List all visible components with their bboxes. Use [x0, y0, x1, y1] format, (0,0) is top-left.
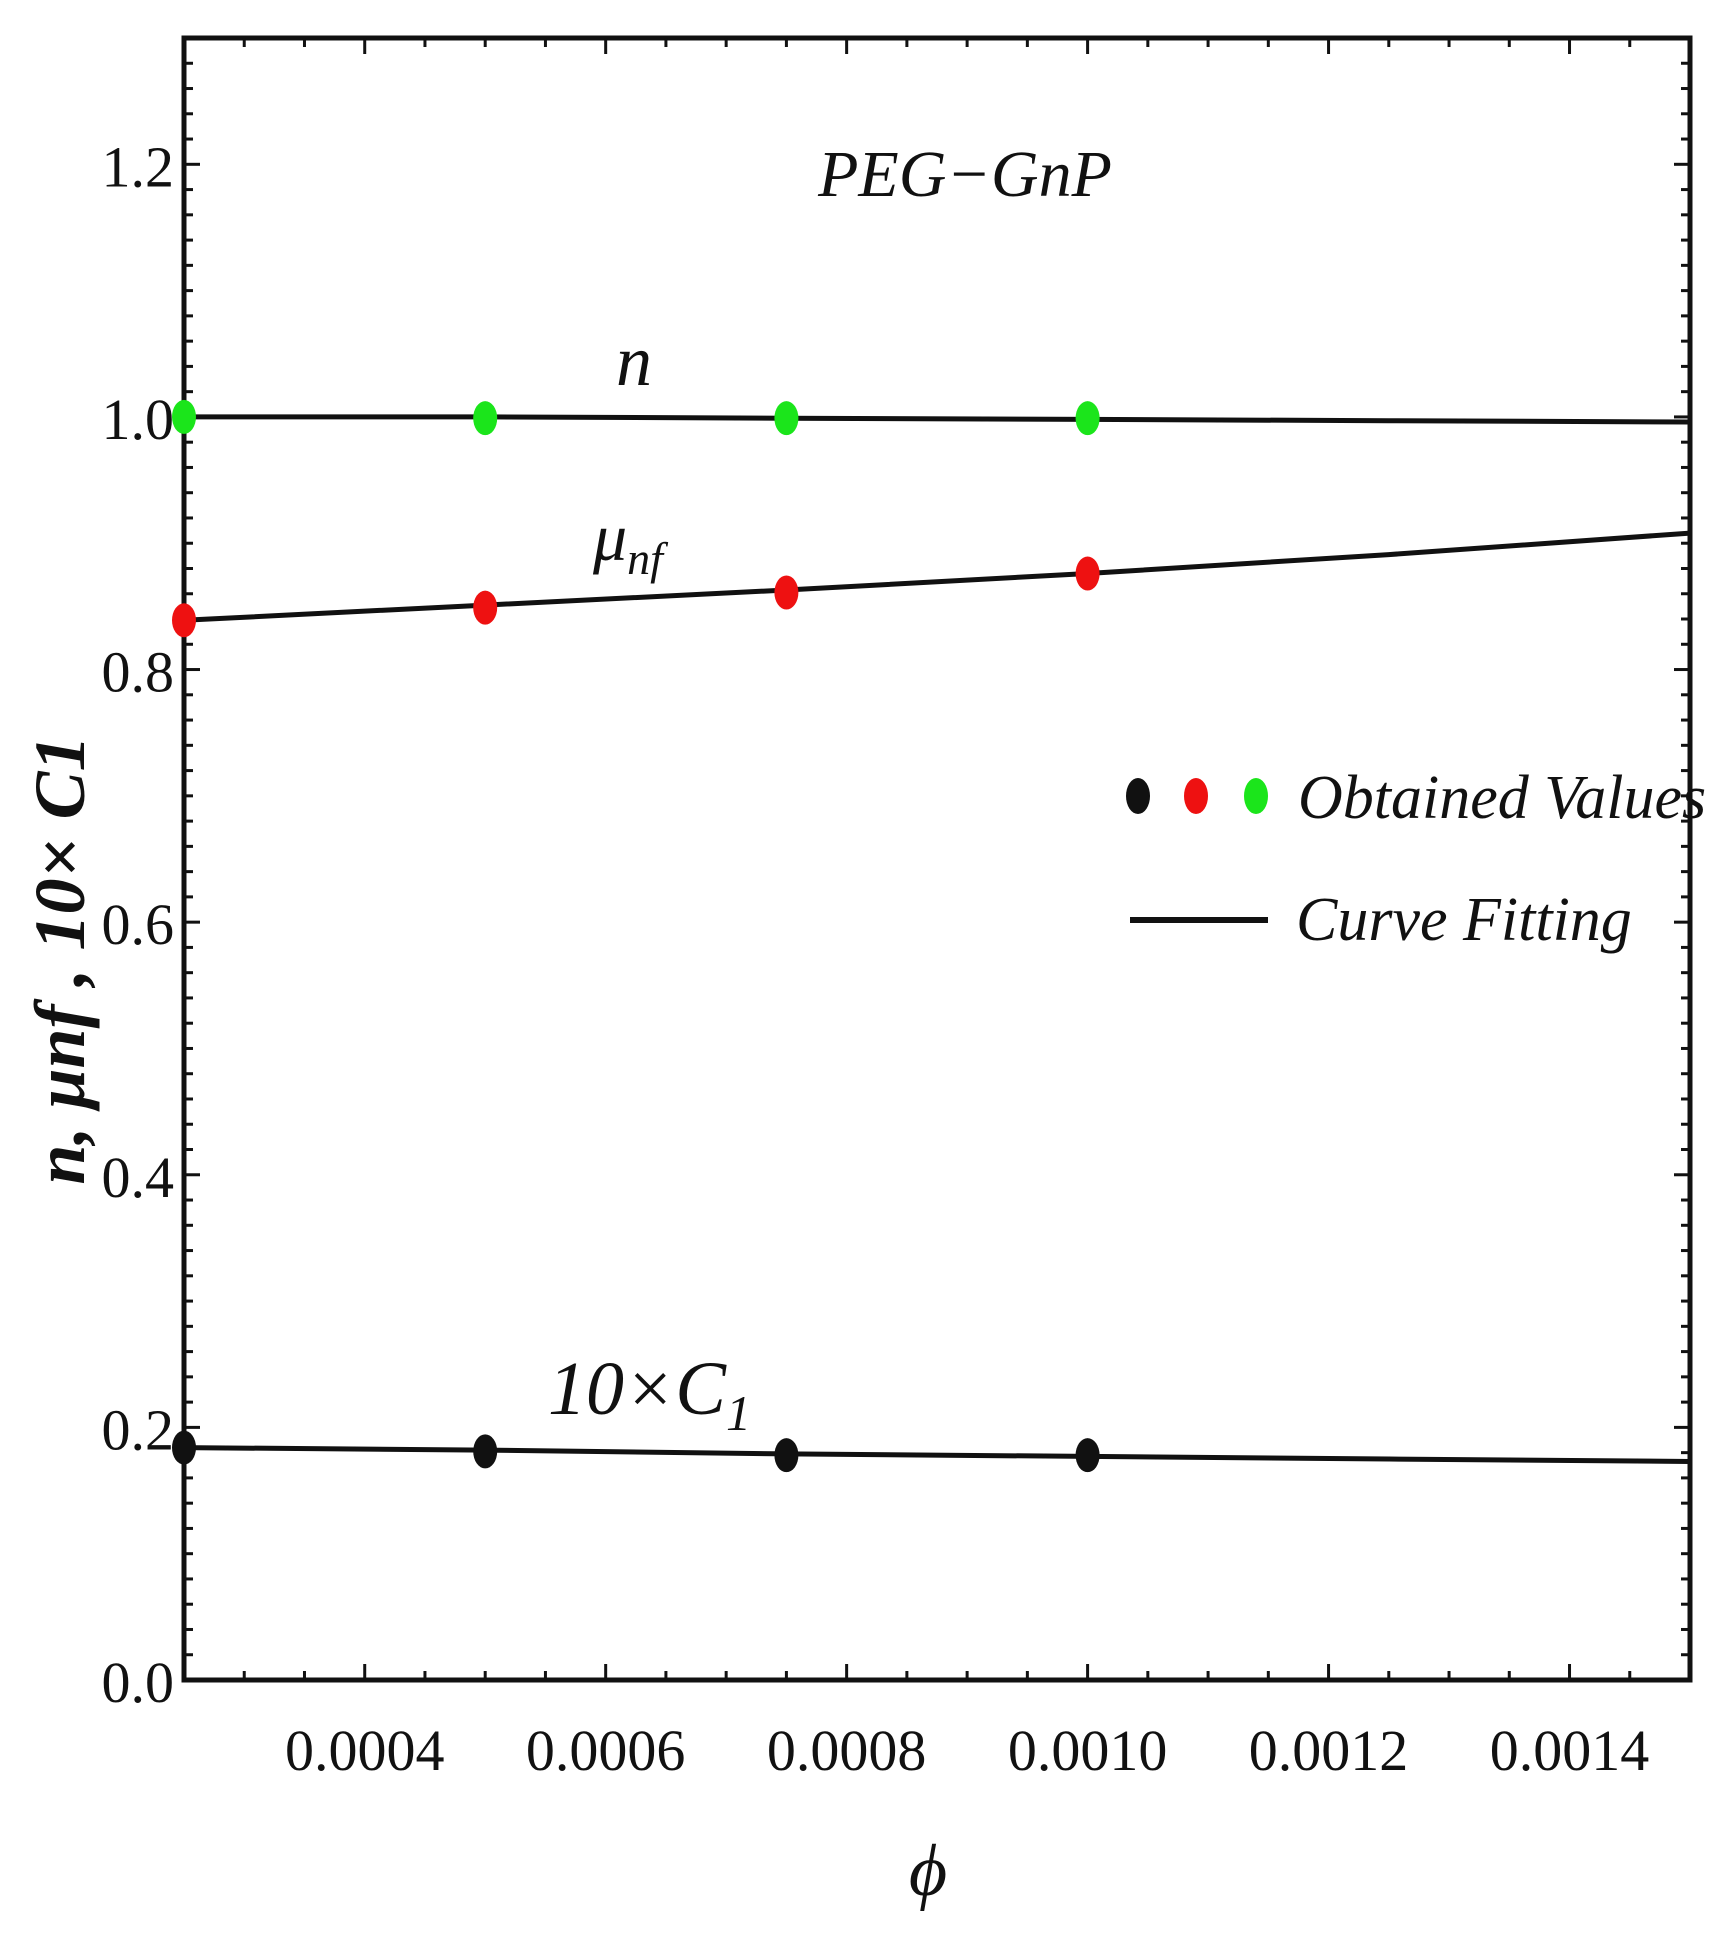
- legend-dot: [1244, 778, 1268, 814]
- data-point-n: [172, 399, 196, 434]
- series-label-n: n: [616, 321, 652, 401]
- data-points: [172, 399, 1100, 1473]
- series-label-mu-nf: μnf: [592, 499, 669, 584]
- data-point-n: [473, 401, 498, 436]
- x-tick-label: 0.0006: [526, 1718, 686, 1783]
- legend-dot: [1126, 778, 1150, 814]
- data-point-10×C1: [473, 1434, 498, 1469]
- data-point-10×C1: [172, 1430, 196, 1465]
- fit-curve-10×C1: [183, 1445, 1691, 1464]
- chart-title: PEG−GnP: [817, 138, 1112, 211]
- y-tick-label: 1.0: [102, 387, 175, 452]
- series-label-10c1: 10×C1: [548, 1347, 751, 1441]
- data-point-μnf: [172, 603, 196, 638]
- x-tick-label: 0.0014: [1490, 1718, 1650, 1783]
- y-tick-label: 0.2: [102, 1397, 175, 1462]
- axes-frame: [181, 35, 1693, 1683]
- fit-curve-n: [184, 414, 1691, 425]
- legend-dots: [1126, 778, 1268, 814]
- legend: Obtained Values Curve Fitting: [1126, 764, 1706, 954]
- series-label-10c1-main: 10×C: [548, 1347, 727, 1431]
- data-point-μnf: [473, 590, 498, 625]
- series-label-10c1-sub: 1: [726, 1385, 751, 1441]
- x-tick-label: 0.0004: [285, 1718, 445, 1783]
- y-axis-label: n, μnf , 10× C1: [20, 735, 100, 1184]
- data-point-n: [1075, 401, 1100, 436]
- y-tick-label: 0.8: [102, 640, 175, 705]
- x-axis-label: ϕ: [909, 1830, 947, 1912]
- data-point-μnf: [1075, 556, 1100, 591]
- plot-frame: [181, 35, 1693, 1683]
- y-tick-label: 0.0: [102, 1650, 175, 1715]
- x-tick-label: 0.0010: [1008, 1718, 1168, 1783]
- ticks: 0.0004 0.0006 0.0008 0.0010 0.0012 0.0014 0.0 0…: [102, 36, 1692, 1783]
- y-tick-label: 0.6: [102, 892, 175, 957]
- legend-dot: [1184, 778, 1208, 814]
- series-label-mu-main: μ: [592, 499, 627, 575]
- data-point-10×C1: [1075, 1438, 1100, 1473]
- x-tick-label: 0.0012: [1249, 1718, 1409, 1783]
- data-point-μnf: [774, 575, 799, 610]
- y-tick-label: 1.2: [102, 134, 175, 199]
- data-point-10×C1: [774, 1438, 799, 1473]
- series-label-mu-sub: nf: [627, 533, 669, 584]
- fit-curves: [183, 414, 1691, 1464]
- legend-obtained-label: Obtained Values: [1298, 764, 1706, 832]
- data-point-n: [774, 401, 799, 436]
- legend-fit-label: Curve Fitting: [1296, 886, 1632, 954]
- fit-curve-μnf: [183, 530, 1691, 623]
- x-tick-label: 0.0008: [767, 1718, 927, 1783]
- y-tick-label: 0.4: [102, 1145, 175, 1210]
